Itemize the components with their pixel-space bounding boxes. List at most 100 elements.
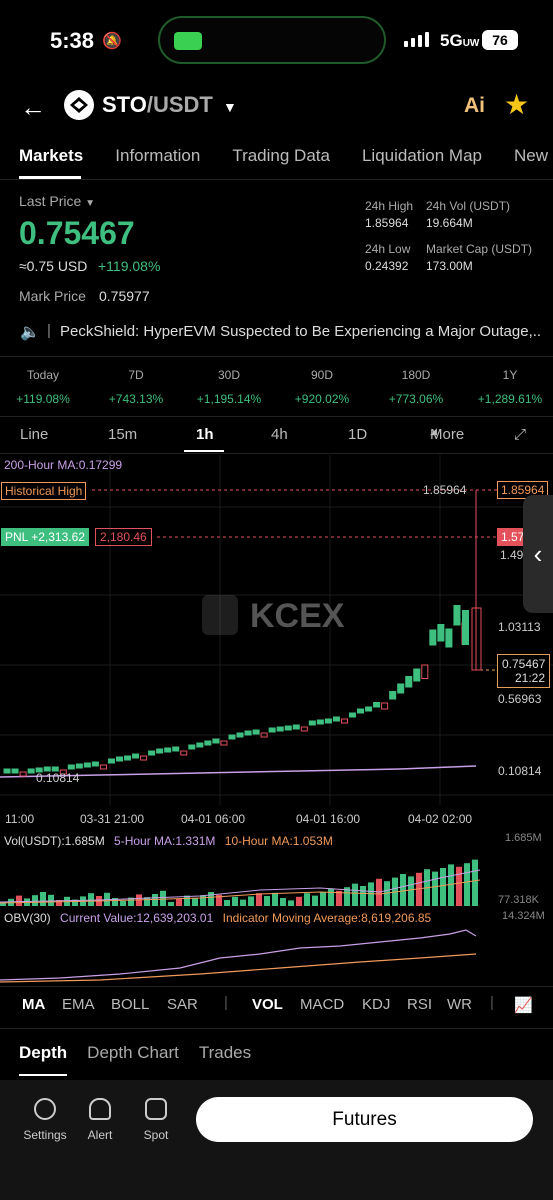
tab-depth[interactable]: Depth xyxy=(19,1043,68,1062)
candle xyxy=(316,719,324,725)
candle xyxy=(148,750,156,756)
candle xyxy=(67,764,75,770)
candle xyxy=(268,727,276,733)
news-separator: | xyxy=(47,322,51,339)
candle xyxy=(180,750,188,756)
indicator-boll[interactable]: BOLL xyxy=(111,996,150,1013)
volume-bar xyxy=(176,898,182,906)
ai-button[interactable]: Ai xyxy=(464,94,485,117)
divider xyxy=(0,179,553,180)
tab-depth-chart[interactable]: Depth Chart xyxy=(87,1043,179,1062)
candle xyxy=(212,738,220,744)
settings-button[interactable]: Settings xyxy=(17,1098,73,1142)
x-label-4: 04-01 16:00 xyxy=(296,812,361,826)
tab-markets[interactable]: Markets xyxy=(19,146,84,165)
pnl-value: 2,180.46 xyxy=(95,528,152,546)
24h-vol: 19.664M xyxy=(426,216,473,230)
vol-min: 77.318K xyxy=(498,894,539,906)
divider xyxy=(0,986,553,987)
volume-bar xyxy=(464,863,470,906)
candle xyxy=(107,758,115,764)
volume-bar xyxy=(408,876,414,906)
alert-button[interactable]: Alert xyxy=(72,1098,128,1142)
candle xyxy=(276,726,284,732)
indicator-ema[interactable]: EMA xyxy=(62,996,95,1013)
spot-button[interactable]: Spot xyxy=(128,1098,184,1142)
tab-information[interactable]: Information xyxy=(115,146,201,165)
market-cap-label: Market Cap (USDT) xyxy=(426,242,533,256)
price-chart[interactable]: KCEX xyxy=(0,455,553,985)
interval-line[interactable]: Line xyxy=(20,426,49,443)
volume-bar xyxy=(456,866,462,906)
futures-button[interactable]: Futures xyxy=(196,1097,533,1142)
volume-bar xyxy=(320,892,326,906)
indicator-sar[interactable]: SAR xyxy=(167,996,198,1013)
spot-icon xyxy=(145,1098,167,1120)
interval-4h[interactable]: 4h xyxy=(271,426,288,443)
indicator-rsi[interactable]: RSI xyxy=(407,996,433,1013)
volume-bar xyxy=(144,897,150,906)
indicator-separator: | xyxy=(490,994,494,1011)
volume-bar xyxy=(120,900,126,906)
candle xyxy=(156,748,164,754)
divider xyxy=(0,1028,553,1029)
current-price-tag: 0.75467 21:22 xyxy=(497,654,550,688)
candle xyxy=(59,769,67,775)
candle xyxy=(421,664,429,679)
tab-trades[interactable]: Trades xyxy=(198,1043,252,1062)
candle xyxy=(437,624,445,642)
news-ticker[interactable]: PeckShield: HyperEVM Suspected to Be Exp… xyxy=(60,323,540,340)
candle xyxy=(236,732,244,738)
tab-underline xyxy=(19,176,81,179)
indicator-wr[interactable]: WR xyxy=(447,996,472,1013)
back-icon[interactable]: ← xyxy=(20,92,46,122)
candle xyxy=(292,724,300,730)
indicator-macd[interactable]: MACD xyxy=(300,996,345,1013)
volume-bar xyxy=(48,894,54,906)
pair-selector[interactable]: STO/USDT ▼ xyxy=(102,92,237,118)
tab-liquidation-map[interactable]: Liquidation Map xyxy=(361,146,482,165)
last-price-selector[interactable]: Last Price ▼ xyxy=(19,193,96,209)
interval-15m[interactable]: 15m xyxy=(108,426,138,443)
tab-trading-data[interactable]: Trading Data xyxy=(232,146,330,165)
favorite-star-icon[interactable]: ★ xyxy=(504,89,530,120)
indicator-ma[interactable]: MA xyxy=(22,996,46,1013)
x-label-3: 04-01 06:00 xyxy=(181,812,246,826)
candle xyxy=(348,712,357,718)
mute-icon: 🔕 xyxy=(102,33,122,50)
divider xyxy=(0,416,553,417)
24h-high-label: 24h High xyxy=(365,199,414,213)
chart-settings-icon[interactable]: 📈 xyxy=(514,997,533,1014)
volume-bar xyxy=(152,894,158,906)
divider xyxy=(0,356,553,357)
interval-1h[interactable]: 1h xyxy=(196,426,214,443)
candle xyxy=(3,768,11,774)
24h-high: 1.85964 xyxy=(365,216,409,230)
pnl-badge[interactable]: PNL +2,313.62 xyxy=(1,528,89,546)
volume-bar xyxy=(448,864,454,906)
candle xyxy=(75,763,83,769)
volume-bar xyxy=(472,859,478,906)
volume-bar xyxy=(296,896,302,906)
fullscreen-icon[interactable]: ⤢ xyxy=(514,426,527,443)
interval-1d[interactable]: 1D xyxy=(348,426,368,443)
volume-bar xyxy=(344,887,350,906)
perf-90d: 90D +920.02% xyxy=(294,368,350,406)
high-price-tag: 1.85964 xyxy=(497,481,549,499)
indicator-separator: | xyxy=(224,994,228,1011)
candle xyxy=(27,768,35,774)
tab-new[interactable]: New xyxy=(514,146,549,165)
pair-base: STO xyxy=(102,92,147,117)
settings-icon xyxy=(34,1098,56,1120)
candle xyxy=(19,771,27,777)
volume-bar xyxy=(360,886,366,906)
volume-bar xyxy=(0,902,6,906)
bottom-tabs: Depth Depth Chart Trades xyxy=(19,1043,251,1063)
side-panel-toggle-icon[interactable]: ‹ xyxy=(523,495,553,613)
network-type: 5GUW xyxy=(440,31,480,50)
indicator-vol[interactable]: VOL xyxy=(252,996,283,1013)
indicator-kdj[interactable]: KDJ xyxy=(362,996,391,1013)
volume-bar xyxy=(248,896,254,906)
perf-30d: 30D +1,195.14% xyxy=(196,368,262,406)
perf-180d: 180D +773.06% xyxy=(388,368,444,406)
